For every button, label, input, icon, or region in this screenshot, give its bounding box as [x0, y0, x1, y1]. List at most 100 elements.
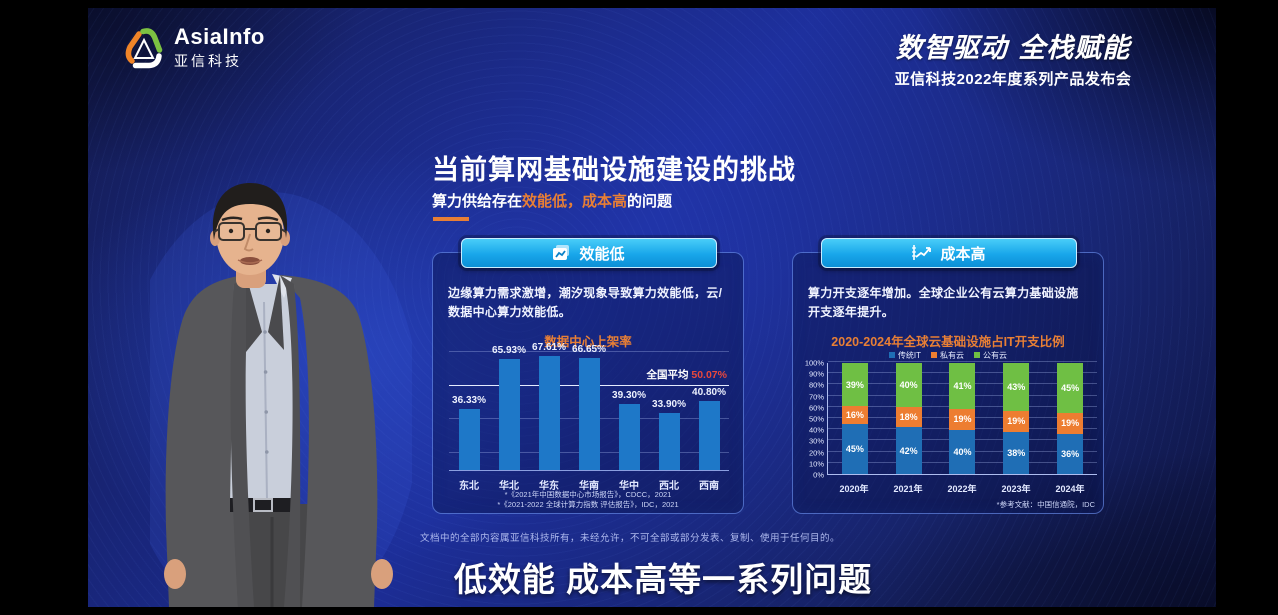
stacked-segment: 19% [1003, 410, 1030, 432]
stacked-column: 36% 19% 45% [1043, 363, 1097, 474]
legend-label: 私有云 [940, 351, 965, 360]
x-axis-label: 西北 [659, 481, 679, 492]
y-tick-label: 40% [808, 425, 824, 435]
bar [538, 356, 560, 470]
legend-item: 公有云 [974, 350, 1007, 361]
event-slogan-block: 数智驱动 全栈赋能 亚信科技2022年度系列产品发布会 [858, 26, 1168, 89]
y-tick-label: 30% [808, 436, 824, 446]
asiainfo-logo-icon [125, 27, 163, 68]
y-tick-label: 80% [808, 380, 824, 390]
panel-high-cost: 成本高 算力开支逐年增加。全球企业公有云算力基础设施开支逐年提升。 2020-2… [792, 238, 1104, 514]
legend-item: 传统IT [888, 350, 922, 361]
bar-value-label: 40.80% [692, 387, 726, 399]
bar-value-label: 33.90% [652, 398, 686, 410]
presenter-figure [150, 183, 412, 607]
low-efficiency-badge: 效能低 [461, 238, 717, 268]
stacked-segment: 36% [1057, 434, 1084, 474]
footnote-line: *《2021-2022 全球计算力指数 评估报告》，IDC，2021 [497, 500, 679, 509]
bar [578, 357, 600, 470]
stacked-segment: 45% [1057, 363, 1084, 413]
bar-cell: 33.90% [649, 353, 689, 470]
stacked-segment: 40% [949, 429, 976, 474]
gridline [449, 351, 729, 352]
bar-cell: 65.93% [489, 345, 529, 470]
brand-text: AsiaInfo 亚信科技 [174, 24, 265, 71]
bar-value-label: 36.33% [452, 394, 486, 406]
x-axis-label: 华中 [619, 481, 639, 492]
x-axis-label: 东北 [459, 481, 479, 492]
stacked-segment: 41% [949, 363, 976, 409]
low-efficiency-description: 边缘算力需求激增，潮汐现象导致算力效能低，云/数据中心算力效能低。 [448, 286, 723, 319]
stacked-segment: 19% [1057, 412, 1084, 435]
stacked-column: 38% 19% 43% [989, 363, 1043, 474]
left-chart-footnotes: *《2021年中国数据中心市场报告》，CDCC，2021 *《2021-2022… [433, 490, 743, 510]
y-tick-label: 100% [804, 358, 824, 368]
legend-item: 私有云 [931, 350, 964, 361]
national-average-label: 全国平均 50.07% [646, 367, 727, 382]
y-tick-label: 50% [808, 414, 824, 424]
footnote-line: *《2021年中国数据中心市场报告》，CDCC，2021 [504, 490, 672, 499]
bar-cell: 39.30% [609, 353, 649, 470]
stacked-segment: 18% [895, 407, 922, 428]
y-tick-label: 10% [808, 459, 824, 469]
high-cost-description: 算力开支逐年增加。全球企业公有云算力基础设施开支逐年提升。 [808, 286, 1079, 319]
subtitle-suffix: 的问题 [627, 193, 673, 210]
stacked-segment: 19% [949, 408, 976, 430]
average-value: 50.07% [691, 368, 727, 381]
bar-value-label: 67.61% [532, 342, 566, 354]
high-cost-label: 成本高 [940, 245, 986, 263]
x-axis-label: 华北 [499, 481, 519, 492]
brand-logo: AsiaInfo 亚信科技 [122, 24, 265, 71]
high-cost-badge: 成本高 [821, 238, 1077, 268]
legend-label: 传统IT [897, 351, 922, 360]
legend-swatch [888, 352, 895, 358]
event-slogan: 数智驱动 全栈赋能 [895, 33, 1131, 64]
cloud-spend-legend: 传统IT 私有云 公有云 [793, 350, 1103, 361]
bar-cell: 36.33% [449, 353, 489, 470]
y-axis: 100% 90% 80% 70% 60% 50% 40% 30% 20% 10% 0% [801, 359, 827, 480]
stacked-plot: 45% 16% 39% 42% 18% 40% 40% 19% 41% 38% 19% 43% 36% 1… [827, 361, 1097, 475]
bar [698, 401, 720, 470]
datacenter-rack-rate-chart: 全国平均 50.07% 36.33% 65.93% 67.61% 66.65% 39.30… [449, 342, 729, 495]
brand-name-zh: 亚信科技 [174, 53, 242, 69]
x-axis-label: 2021年 [893, 483, 923, 494]
x-axis-label: 2020年 [839, 483, 869, 494]
bar-cell: 66.65% [569, 344, 609, 470]
copyright-disclaimer: 文档中的全部内容属亚信科技所有，未经允许，不可全部或部分发表、复制、使用于任何目… [420, 533, 841, 544]
y-tick-label: 90% [808, 369, 824, 379]
title-underline [433, 217, 469, 221]
rack-rate-chart-title: 数据中心上架率 [544, 335, 632, 349]
bar-value-label: 65.93% [492, 344, 526, 356]
stacked-column: 42% 18% 40% [882, 362, 936, 474]
gridline [828, 361, 1097, 362]
event-title: 亚信科技2022年度系列产品发布会 [894, 71, 1132, 88]
subtitle-prefix: 算力供给存在 [432, 193, 523, 210]
slide-subtitle: 算力供给存在效能低，成本高的问题 [432, 190, 672, 211]
stacked-segment: 43% [1003, 363, 1030, 411]
bar [498, 358, 520, 470]
x-axis-label: 2024年 [1055, 483, 1085, 494]
cloud-spend-chart: 100% 90% 80% 70% 60% 50% 40% 30% 20% 10% 0% 45% 16% 3… [801, 359, 1097, 498]
y-tick-label: 20% [808, 448, 824, 458]
x-axis-labels: 东北 华北 华东 华南 华中 西北 西南 [449, 477, 729, 492]
panel-low-efficiency: 效能低 边缘算力需求激增，潮汐现象导致算力效能低，云/数据中心算力效能低。 数据… [432, 238, 744, 514]
bar-cell: 67.61% [529, 342, 569, 470]
legend-swatch [931, 352, 938, 358]
slide-title: 当前算网基础设施建设的挑战 [432, 155, 796, 185]
stacked-segment: 16% [841, 406, 868, 425]
cloud-spend-chart-title: 2020-2024年全球云基础设施占IT开支比例 [831, 335, 1065, 349]
stacked-segment: 40% [895, 362, 922, 408]
image-chart-icon [553, 245, 570, 260]
bar-value-label: 39.30% [612, 389, 646, 401]
stacked-column: 45% 16% 39% [828, 363, 882, 474]
x-axis-labels: 2020年 2021年 2022年 2023年 2024年 [827, 482, 1097, 498]
x-axis-label: 华南 [579, 481, 599, 492]
low-efficiency-label: 效能低 [579, 245, 625, 263]
x-axis-label: 2022年 [947, 483, 977, 494]
bar [618, 403, 640, 470]
y-tick-label: 0% [813, 470, 824, 480]
subtitle-highlight: 效能低，成本高 [522, 193, 628, 210]
bar-cell: 40.80% [689, 353, 729, 470]
rack-rate-plot: 全国平均 50.07% 36.33% 65.93% 67.61% 66.65% 39.30… [449, 342, 729, 471]
